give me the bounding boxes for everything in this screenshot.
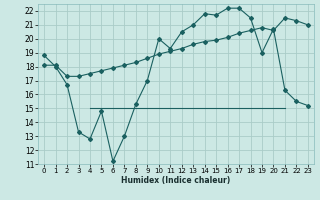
X-axis label: Humidex (Indice chaleur): Humidex (Indice chaleur) [121, 176, 231, 185]
